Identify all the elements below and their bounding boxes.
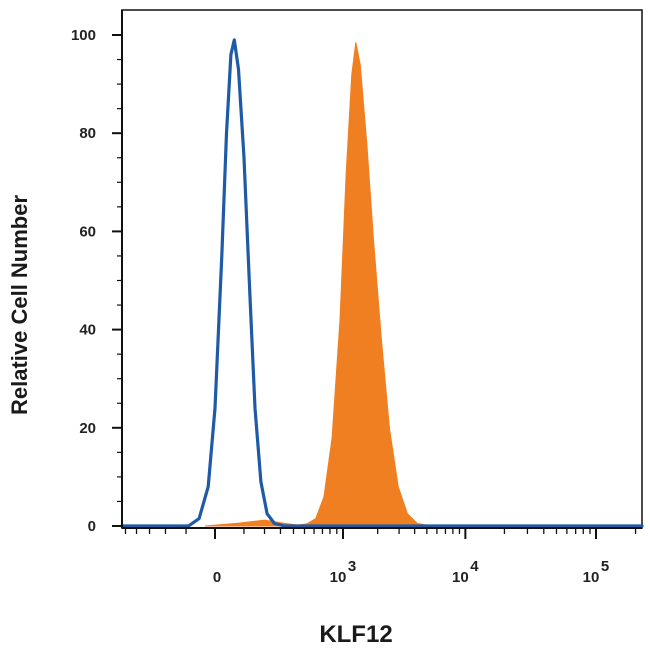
x-tick-exponent: 4	[470, 558, 479, 575]
x-tick-label: 10	[452, 569, 469, 586]
series-layer	[120, 38, 644, 528]
y-tick-label: 60	[79, 223, 96, 240]
y-tick-label: 40	[79, 322, 96, 339]
x-tick-label: 10	[583, 569, 600, 586]
y-tick-label: 0	[88, 518, 96, 535]
y-axis-title: Relative Cell Number	[7, 195, 32, 416]
x-tick-exponent: 5	[601, 558, 609, 575]
x-axis-title: KLF12	[319, 621, 392, 648]
y-tick-label: 20	[79, 420, 96, 437]
x-tick-exponent: 3	[348, 558, 356, 575]
axis-layer	[112, 10, 642, 539]
series-2-outline-histogram	[120, 38, 644, 528]
y-tick-label: 100	[71, 27, 96, 44]
x-tick-label: 10	[330, 569, 347, 586]
x-tick-label: 0	[213, 569, 221, 586]
y-tick-label: 80	[79, 125, 96, 142]
